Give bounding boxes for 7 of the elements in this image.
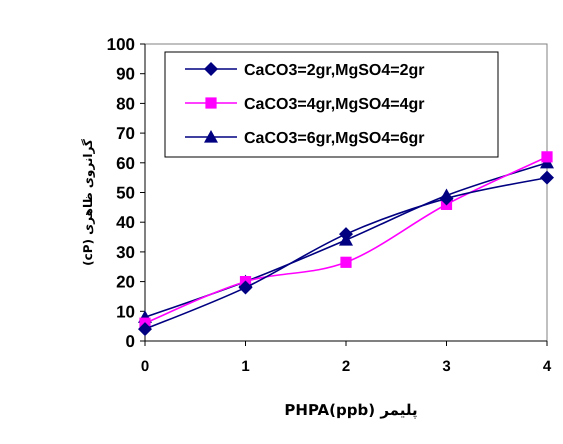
point: [138, 322, 152, 336]
point: [541, 151, 553, 162]
point: [540, 170, 554, 185]
xlabel: پلیمر PHPA(ppb): [284, 401, 418, 419]
ylabel: گرانروی ظاهری (cP): [81, 139, 95, 266]
point: [340, 256, 352, 268]
point: [238, 280, 252, 295]
